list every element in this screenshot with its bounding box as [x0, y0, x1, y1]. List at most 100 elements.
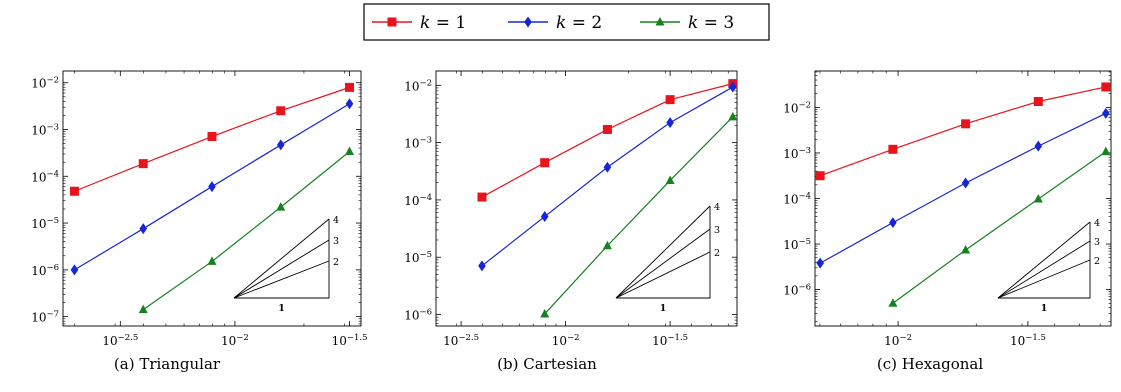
slope-line-3 — [233, 239, 330, 299]
slope-triangle-legs — [616, 206, 711, 299]
caption-triangular: (a) Triangular — [113, 355, 221, 373]
y-tick-label: 10−3 — [783, 146, 811, 161]
legend-marker-2 — [524, 16, 532, 28]
slope-triangle: 4 3 2 1 — [615, 202, 720, 314]
y-tick-label: 10−5 — [783, 237, 811, 252]
data-point-k3 — [138, 304, 148, 314]
data-point-k3 — [207, 256, 217, 265]
data-point-k1 — [276, 106, 286, 116]
series-k2 — [816, 107, 1110, 269]
plot-frame — [62, 70, 362, 327]
data-point-k1 — [477, 192, 487, 202]
data-point-k2 — [816, 257, 824, 269]
slope-line-4 — [615, 205, 711, 299]
y-tick-label: 10−6 — [31, 263, 59, 278]
chart-panel-1: 10−2 10−3 10−4 10−5 10−6 10−7 10−2.5 10−2 10−1.5… — [31, 70, 368, 348]
caption-hexagonal: (c) Hexagonal — [876, 355, 984, 373]
y-tick-label: 10−5 — [31, 216, 59, 231]
slope-label-3: 3 — [714, 225, 720, 236]
data-point-k2 — [139, 223, 148, 235]
data-point-k2 — [889, 217, 897, 229]
data-point-k2 — [961, 177, 970, 189]
y-tick-label: 10−6 — [404, 308, 432, 323]
data-point-k2 — [540, 211, 549, 223]
y-tick-label: 10−5 — [404, 250, 432, 265]
slope-label-2: 2 — [1094, 256, 1100, 267]
series-k3 — [138, 146, 355, 314]
series-k1 — [69, 82, 355, 196]
data-point-k1 — [602, 124, 612, 134]
data-point-k1 — [1033, 97, 1043, 107]
data-point-k1 — [207, 132, 217, 142]
legend-marker-1 — [387, 17, 397, 27]
data-point-k2 — [276, 139, 285, 151]
plot-frame — [435, 70, 738, 327]
data-point-k2 — [1102, 107, 1110, 119]
chart-panels: 10−2 10−3 10−4 10−5 10−6 10−7 10−2.5 10−2 10−1.5… — [31, 70, 1112, 348]
slope-label-2: 2 — [333, 257, 339, 268]
legend-marker-3 — [655, 17, 665, 26]
slope-line-4 — [997, 221, 1091, 299]
x-tick-label: 10−2.5 — [102, 333, 138, 348]
legend-box — [363, 3, 770, 41]
series-line-k3 — [544, 116, 734, 315]
slope-run-label: 1 — [660, 303, 667, 314]
data-point-k2 — [1034, 140, 1043, 152]
slope-run-label: 1 — [1041, 303, 1048, 314]
slope-triangle: 4 3 2 1 — [997, 218, 1100, 314]
data-point-k3 — [540, 308, 550, 318]
data-point-k2 — [208, 181, 216, 193]
x-tick-label: 10−2 — [884, 333, 912, 348]
data-point-k1 — [1101, 82, 1111, 92]
y-tick-label: 10−4 — [31, 169, 59, 184]
chart-panel-2: 10−2 10−3 10−4 10−5 10−6 10−2.5 10−2 10−1.5 4 3 2 1 — [404, 70, 738, 348]
data-point-k1 — [961, 119, 971, 129]
slope-line-2 — [615, 251, 711, 299]
data-point-k2 — [345, 98, 354, 110]
series-line-k2 — [819, 112, 1107, 264]
series-k1 — [477, 79, 738, 202]
slope-line-4 — [233, 218, 330, 299]
data-point-k3 — [1033, 193, 1043, 203]
data-point-k1 — [888, 144, 898, 154]
data-point-k1 — [345, 82, 355, 92]
y-tick-label: 10−7 — [31, 310, 59, 325]
slope-label-4: 4 — [714, 202, 720, 213]
x-tick-label: 10−2.5 — [443, 333, 479, 348]
data-point-k2 — [603, 161, 612, 173]
slope-label-4: 4 — [1094, 218, 1100, 229]
slope-line-2 — [997, 259, 1091, 299]
plot-frame — [814, 70, 1112, 327]
series-line-k1 — [819, 86, 1106, 177]
slope-triangle-legs — [998, 222, 1091, 299]
series-k2 — [478, 81, 737, 272]
slope-label-4: 4 — [333, 215, 339, 226]
series-k1 — [815, 82, 1111, 181]
slope-line-3 — [997, 240, 1091, 299]
data-point-k2 — [729, 81, 737, 93]
y-tick-label: 10−2 — [31, 76, 59, 91]
slope-label-3: 3 — [333, 236, 339, 247]
legend-label-3: k = 3 — [688, 13, 734, 33]
x-tick-label: 10−1.5 — [332, 333, 368, 348]
slope-label-3: 3 — [1094, 237, 1100, 248]
data-point-k3 — [276, 202, 286, 211]
slope-triangle-legs — [234, 219, 330, 299]
data-point-k3 — [728, 111, 738, 121]
data-point-k2 — [478, 260, 486, 272]
legend-label-2: k = 2 — [556, 13, 602, 33]
x-tick-label: 10−2 — [552, 333, 580, 348]
series-k3 — [540, 111, 738, 318]
series-line-k3 — [142, 151, 350, 311]
legend: k = 1 k = 2 k = 3 — [363, 3, 770, 41]
y-tick-label: 10−2 — [404, 78, 432, 93]
series-line-k1 — [481, 83, 733, 198]
y-tick-label: 10−3 — [31, 122, 59, 137]
series-line-k3 — [892, 151, 1107, 304]
data-point-k2 — [70, 264, 79, 276]
chart-panel-3: 10−2 10−3 10−4 10−5 10−6 10−2 10−1.5 4 3 2 1 — [783, 70, 1112, 348]
y-tick-label: 10−3 — [404, 136, 432, 151]
data-point-k1 — [138, 159, 148, 169]
x-tick-label: 10−1.5 — [652, 333, 688, 348]
